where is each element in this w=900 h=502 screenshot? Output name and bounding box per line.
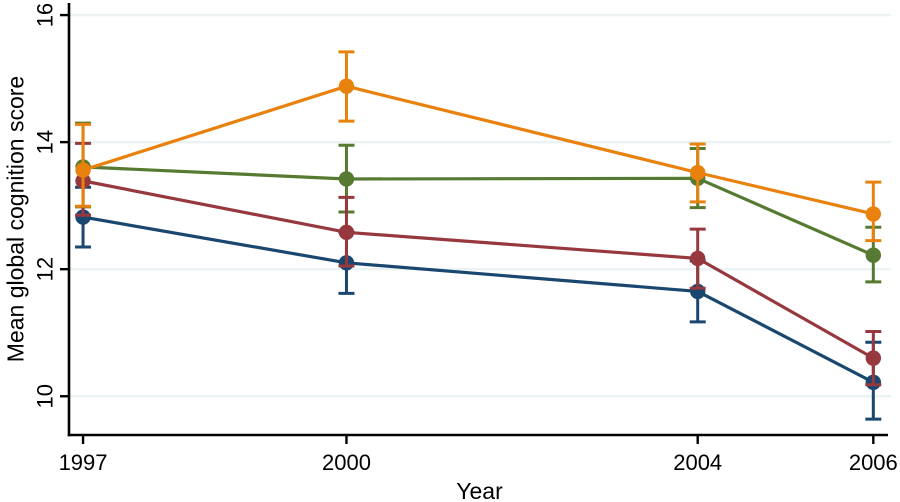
data-point — [690, 164, 706, 181]
y-tick-label: 12 — [33, 257, 58, 281]
y-tick-label: 16 — [33, 3, 58, 27]
data-point — [75, 209, 91, 225]
series-orange-series — [75, 50, 882, 243]
series-line — [82, 179, 875, 360]
y-axis-ticks: 10 12 14 16 — [33, 3, 69, 408]
series-line — [82, 84, 874, 216]
series-maroon-series — [75, 141, 882, 387]
data-point — [865, 350, 882, 366]
data-point — [338, 78, 355, 94]
data-point — [338, 171, 355, 187]
x-tick-label: 1997 — [59, 450, 108, 475]
x-tick-label: 2006 — [849, 450, 898, 475]
x-tick-label: 2000 — [322, 450, 371, 475]
data-point — [338, 224, 355, 241]
x-tick-label: 2004 — [673, 450, 722, 475]
data-point — [865, 206, 882, 222]
x-axis-title: Year — [456, 478, 503, 502]
data-point — [865, 247, 882, 263]
data-point — [690, 250, 706, 267]
data-point — [75, 162, 91, 178]
series-navy-series — [75, 185, 882, 421]
x-axis-ticks: 1997 2000 2004 2006 — [59, 435, 898, 475]
gridlines — [69, 13, 891, 398]
y-axis-title: Mean global cognition score — [2, 75, 29, 363]
y-tick-label: 10 — [33, 384, 58, 408]
y-tick-label: 14 — [33, 130, 58, 154]
series-line — [82, 165, 874, 257]
series-line — [82, 215, 875, 384]
